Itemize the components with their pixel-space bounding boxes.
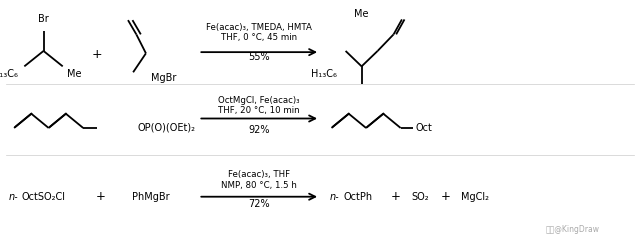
Text: Br: Br bbox=[38, 14, 49, 24]
Text: MgCl₂: MgCl₂ bbox=[461, 192, 489, 202]
Text: H₁₃C₆: H₁₃C₆ bbox=[311, 69, 337, 79]
Text: +: + bbox=[440, 190, 451, 203]
Text: 55%: 55% bbox=[248, 52, 270, 62]
Text: OctPh: OctPh bbox=[343, 192, 372, 202]
Text: PhMgBr: PhMgBr bbox=[132, 192, 169, 202]
Text: Fe(acac)₃, TMEDA, HMTA: Fe(acac)₃, TMEDA, HMTA bbox=[206, 23, 312, 32]
Text: OctMgCl, Fe(acac)₃: OctMgCl, Fe(acac)₃ bbox=[218, 96, 300, 105]
Text: Me: Me bbox=[67, 69, 81, 79]
Text: n-: n- bbox=[8, 192, 18, 202]
Text: n-: n- bbox=[330, 192, 339, 202]
Text: Oct: Oct bbox=[416, 123, 433, 133]
Text: THF, 0 °C, 45 min: THF, 0 °C, 45 min bbox=[221, 33, 297, 42]
Text: OctSO₂Cl: OctSO₂Cl bbox=[22, 192, 66, 202]
Text: 72%: 72% bbox=[248, 199, 270, 209]
Text: 头条@KingDraw: 头条@KingDraw bbox=[546, 225, 600, 234]
Text: Me: Me bbox=[355, 9, 369, 19]
Text: +: + bbox=[92, 48, 102, 61]
Text: +: + bbox=[390, 190, 401, 203]
Text: MgBr: MgBr bbox=[151, 73, 177, 83]
Text: THF, 20 °C, 10 min: THF, 20 °C, 10 min bbox=[218, 106, 300, 115]
Text: OP(O)(OEt)₂: OP(O)(OEt)₂ bbox=[138, 123, 196, 133]
Text: NMP, 80 °C, 1.5 h: NMP, 80 °C, 1.5 h bbox=[221, 181, 297, 190]
Text: H₁₃C₆: H₁₃C₆ bbox=[0, 69, 18, 79]
Text: Fe(acac)₃, THF: Fe(acac)₃, THF bbox=[228, 170, 291, 179]
Text: +: + bbox=[96, 190, 106, 203]
Text: 92%: 92% bbox=[248, 125, 270, 135]
Text: SO₂: SO₂ bbox=[411, 192, 429, 202]
